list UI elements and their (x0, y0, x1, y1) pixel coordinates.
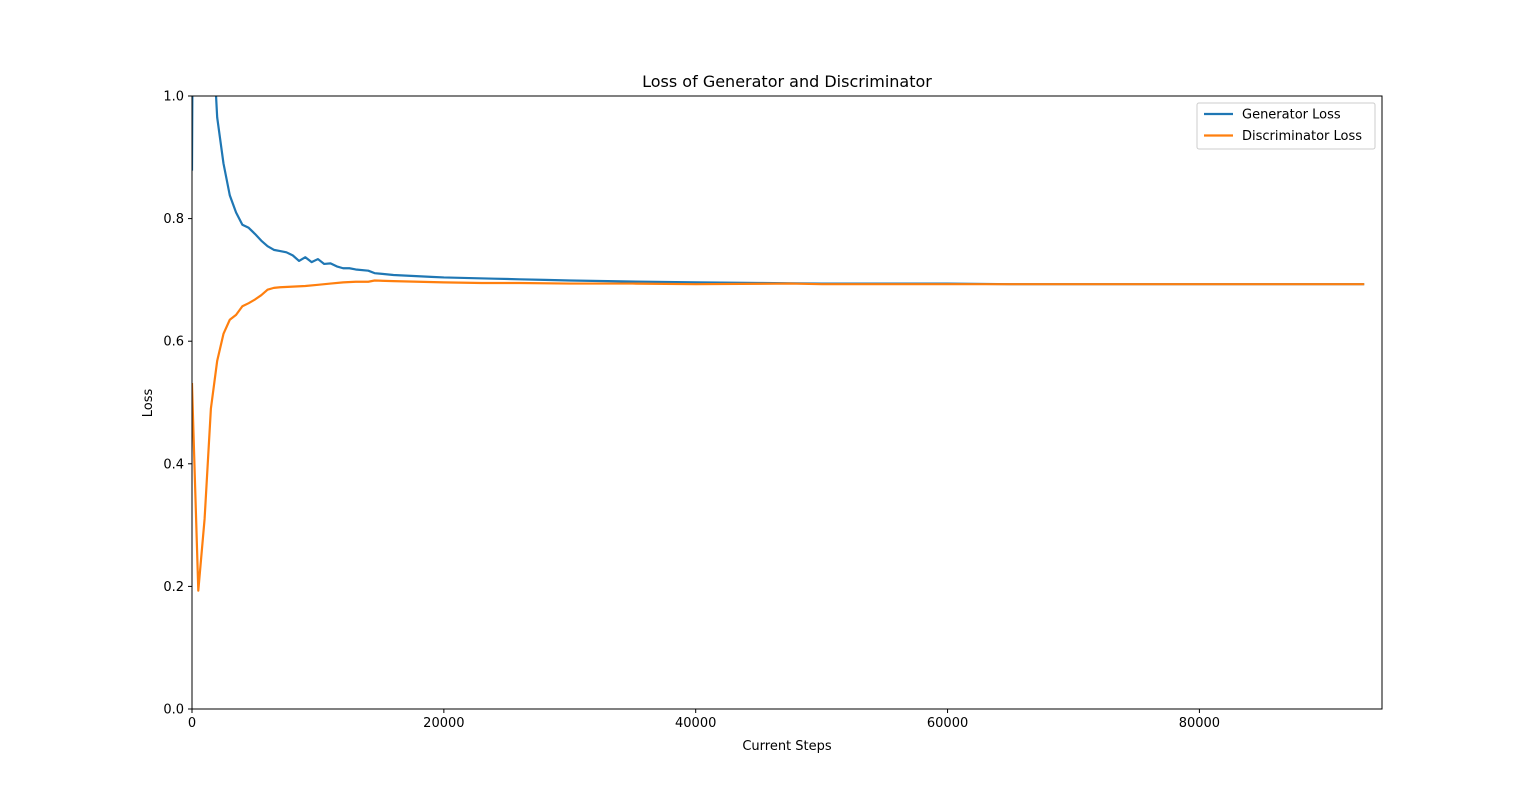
y-tick-label-3: 0.6 (163, 335, 184, 350)
legend: Generator Loss Discriminator Loss (1196, 102, 1376, 150)
x-tick-label-2: 40000 (675, 716, 716, 731)
legend-box (1196, 102, 1376, 150)
x-tick-label-0: 0 (188, 716, 196, 731)
legend-label-0: Generator Loss (1242, 108, 1341, 123)
x-tick-label-1: 20000 (423, 716, 464, 731)
x-axis: 0 20000 40000 60000 80000 (188, 709, 1220, 731)
chart-title: Loss of Generator and Discriminator (642, 72, 932, 91)
legend-label-1: Discriminator Loss (1242, 129, 1362, 144)
series-layer (192, 96, 1365, 592)
y-tick-label-0: 0.0 (163, 703, 184, 718)
plot-frame (191, 95, 1383, 710)
y-tick-label-1: 0.2 (163, 580, 184, 595)
y-tick-label-5: 1.0 (163, 90, 184, 105)
x-tick-label-3: 60000 (927, 716, 968, 731)
x-tick-label-4: 80000 (1179, 716, 1220, 731)
series-line-1 (192, 279, 1365, 592)
y-tick-label-2: 0.4 (163, 457, 184, 472)
y-tick-label-4: 0.8 (163, 212, 184, 227)
x-axis-label: Current Steps (742, 739, 832, 754)
y-axis: 0.0 0.2 0.4 0.6 0.8 1.0 (163, 90, 192, 718)
y-axis-label: Loss (141, 389, 156, 418)
plot-area (192, 96, 1382, 709)
